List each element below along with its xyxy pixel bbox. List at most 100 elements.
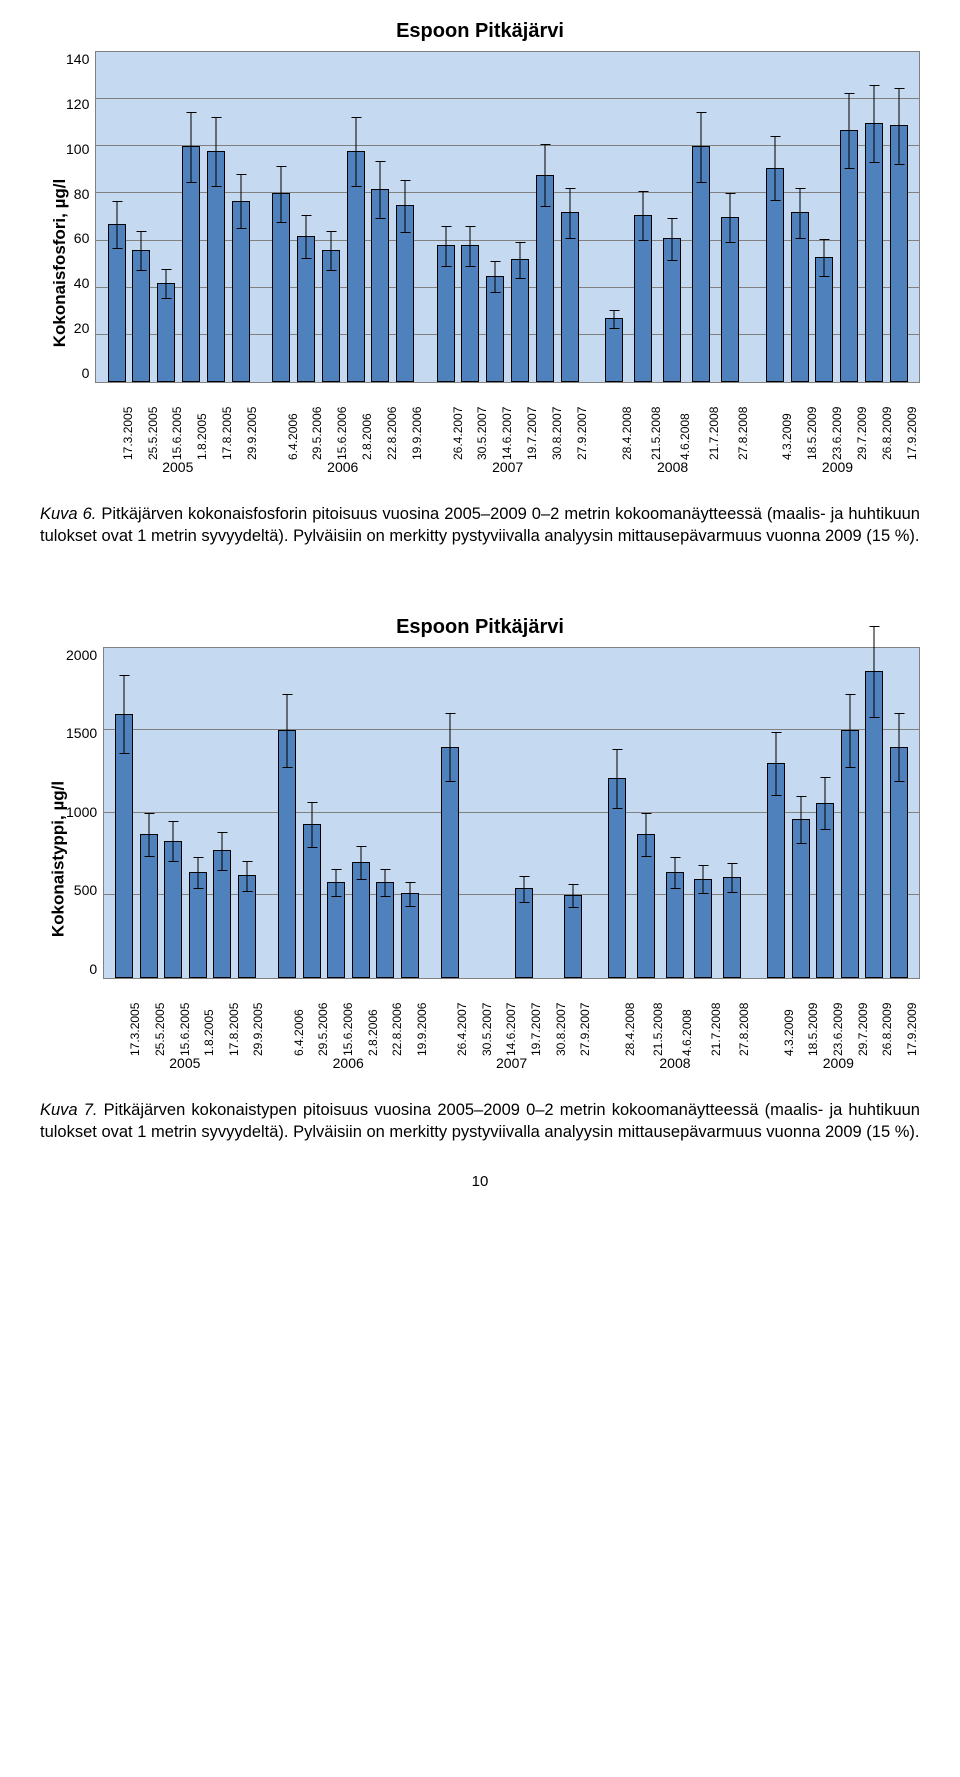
bar	[564, 895, 582, 978]
ytick-label: 100	[66, 141, 89, 157]
year-group-labels: 4.3.200918.5.200923.6.200929.7.200926.8.…	[755, 442, 920, 456]
chart2-xlabels: 17.3.200525.5.200515.6.20051.8.200517.8.…	[103, 979, 920, 1051]
error-bar	[672, 218, 673, 261]
xtick-label: 29.7.2009	[855, 442, 869, 460]
bar	[666, 872, 684, 978]
xtick-label: 26.8.2009	[880, 442, 894, 460]
xtick-label: 30.5.2007	[475, 442, 489, 460]
xtick-label: 27.8.2008	[736, 442, 750, 460]
year-group	[590, 52, 755, 382]
xtick-label: 22.8.2006	[385, 442, 399, 460]
year-group	[756, 648, 919, 978]
error-bar	[614, 310, 615, 329]
caption2-text: Pitkäjärven kokonaistypen pitoisuus vuos…	[40, 1101, 920, 1141]
xtick-label: 14.6.2007	[504, 1038, 518, 1056]
year-group-labels: 17.3.200525.5.200515.6.20051.8.200517.8.…	[95, 442, 260, 456]
bar	[189, 872, 207, 978]
bar	[815, 257, 833, 382]
error-bar	[197, 857, 198, 889]
error-bar	[124, 675, 125, 754]
xtick-label: 6.4.2006	[286, 442, 300, 460]
error-bar	[703, 865, 704, 895]
ytick-label: 1500	[66, 725, 97, 741]
bar	[401, 893, 419, 977]
year-group	[261, 52, 426, 382]
xtick-label: 2.8.2006	[360, 442, 374, 460]
xtick-label: 4.3.2009	[780, 442, 794, 460]
error-bar	[330, 231, 331, 271]
error-bar	[849, 93, 850, 169]
bar	[608, 778, 626, 978]
xtick-label: 15.6.2005	[178, 1038, 192, 1056]
chart1-title: Espoon Pitkäjärvi	[40, 20, 920, 43]
error-bar	[336, 869, 337, 898]
bar	[536, 175, 554, 382]
error-bar	[190, 112, 191, 183]
error-bar	[450, 713, 451, 782]
xtick-label: 27.9.2007	[578, 1038, 592, 1056]
spacer	[40, 576, 920, 616]
error-bar	[544, 144, 545, 206]
error-bar	[825, 777, 826, 829]
xtick-label: 23.6.2009	[830, 442, 844, 460]
xtick-label: 26.4.2007	[451, 442, 465, 460]
xtick-label: 22.8.2006	[390, 1038, 404, 1056]
bar	[515, 888, 533, 977]
xtick-label: 28.4.2008	[620, 442, 634, 460]
bar	[108, 224, 126, 382]
chart1-ylabel-wrap: Kokonaisfosfori, µg/l	[40, 51, 66, 475]
error-bar	[572, 884, 573, 909]
error-bar	[774, 136, 775, 200]
bar	[140, 834, 158, 978]
error-bar	[470, 226, 471, 267]
caption-kuva-6: Kuva 6. Pitkäjärven kokonaisfosforin pit…	[40, 503, 920, 548]
chart2-ylabel: Kokonaistyppi, µg/l	[49, 780, 69, 936]
ytick-label: 2000	[66, 647, 97, 663]
error-bar	[311, 802, 312, 848]
xtick-label: 29.7.2009	[856, 1038, 870, 1056]
error-bar	[173, 821, 174, 862]
xtick-label: 17.9.2009	[905, 1038, 919, 1056]
error-bar	[380, 161, 381, 219]
error-bar	[776, 732, 777, 796]
bar	[115, 714, 133, 978]
error-bar	[824, 239, 825, 276]
year-group-labels: 17.3.200525.5.200515.6.20051.8.200517.8.…	[103, 1038, 266, 1052]
error-bar	[523, 876, 524, 903]
ytick-label: 140	[66, 51, 89, 67]
error-bar	[166, 269, 167, 299]
bar	[327, 882, 345, 978]
error-bar	[445, 226, 446, 267]
error-bar	[874, 626, 875, 718]
bar	[157, 283, 175, 382]
ytick-label: 80	[74, 186, 90, 202]
xtick-label: 4.3.2009	[782, 1038, 796, 1056]
xtick-label: 27.9.2007	[575, 442, 589, 460]
xtick-label: 29.5.2006	[316, 1038, 330, 1056]
xtick-label: 30.8.2007	[550, 442, 564, 460]
chart2-yaxis: 2000150010005000	[66, 647, 103, 977]
error-bar	[799, 188, 800, 239]
bar	[232, 201, 250, 383]
error-bar	[281, 166, 282, 223]
error-bar	[800, 796, 801, 844]
ytick-label: 20	[74, 320, 90, 336]
xtick-label: 28.4.2008	[623, 1038, 637, 1056]
bar	[637, 834, 655, 978]
chart2-plot-outer: 17.3.200525.5.200515.6.20051.8.200517.8.…	[103, 647, 920, 1071]
bar	[238, 875, 256, 977]
year-group-labels: 26.4.200730.5.200714.6.200719.7.200730.8…	[425, 442, 590, 456]
xtick-label: 21.5.2008	[649, 442, 663, 460]
error-bar	[674, 857, 675, 889]
bar	[890, 125, 908, 382]
chart1-frame: Kokonaisfosfori, µg/l 140120100806040200…	[40, 51, 920, 475]
error-bar	[645, 813, 646, 856]
error-bar	[731, 863, 732, 893]
chart2-title: Espoon Pitkäjärvi	[40, 616, 920, 639]
xtick-label: 17.8.2005	[220, 442, 234, 460]
error-bar	[305, 215, 306, 259]
error-bar	[141, 231, 142, 271]
chart1-xlabels: 17.3.200525.5.200515.6.20051.8.200517.8.…	[95, 383, 920, 455]
bar	[865, 671, 883, 978]
ytick-label: 60	[74, 230, 90, 246]
